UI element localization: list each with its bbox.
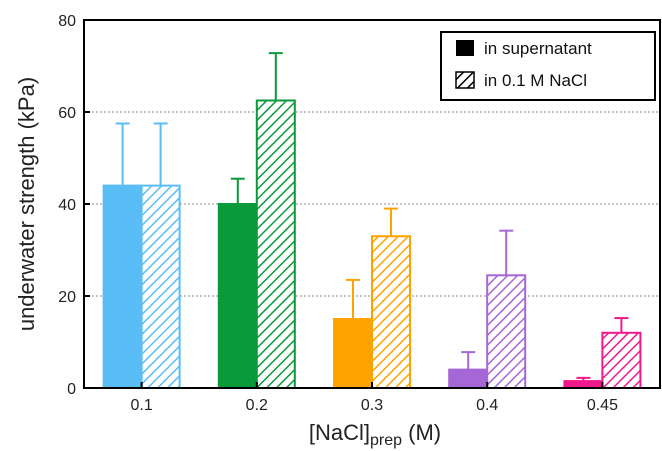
x-axis-title-main: [NaCl]	[309, 420, 370, 445]
y-tick-label: 60	[58, 105, 76, 122]
x-axis-title-subscript: prep	[370, 432, 402, 449]
y-axis-ticks: 0 20 40 60 80	[58, 13, 90, 398]
legend-swatch-supernatant	[456, 40, 474, 56]
y-tick-label: 80	[58, 13, 76, 30]
bar-supernatant-0.1	[102, 184, 143, 389]
bar-supernatant-0.2	[217, 203, 258, 389]
x-tick-label: 0.2	[246, 397, 268, 414]
x-tick-label: 0.45	[587, 397, 618, 414]
bar-nacl-0.2	[255, 99, 296, 389]
x-axis-title: [NaCl]prep (M)	[309, 420, 441, 449]
error-bars	[115, 52, 629, 382]
legend-box	[440, 31, 656, 101]
legend-label-supernatant: in supernatant	[484, 39, 592, 58]
x-axis-title-unit: (M)	[402, 420, 441, 445]
bar-nacl-0.3	[371, 235, 411, 389]
x-tick-label: 0.1	[130, 397, 152, 414]
bar-supernatant-0.3	[333, 318, 373, 389]
legend-label-nacl: in 0.1 M NaCl	[484, 71, 587, 90]
legend-swatch-nacl	[455, 71, 475, 89]
legend: in supernatant in 0.1 M NaCl	[440, 31, 656, 101]
bar-supernatant-0.4	[448, 368, 489, 390]
y-tick-label: 0	[67, 381, 76, 398]
y-axis-title: underwater strength (kPa)	[14, 77, 39, 331]
x-tick-label: 0.4	[476, 397, 498, 414]
bar-nacl-0.1	[140, 184, 181, 389]
bar-supernatant-0.45	[563, 380, 604, 390]
bar-nacl-0.4	[486, 274, 527, 389]
y-tick-label: 40	[58, 197, 76, 214]
x-tick-label: 0.3	[361, 397, 383, 414]
y-tick-label: 20	[58, 289, 76, 306]
bar-nacl-0.45	[601, 331, 642, 389]
x-axis-ticks: 0.1 0.2 0.3 0.4 0.45	[130, 382, 618, 414]
bars	[102, 99, 642, 390]
